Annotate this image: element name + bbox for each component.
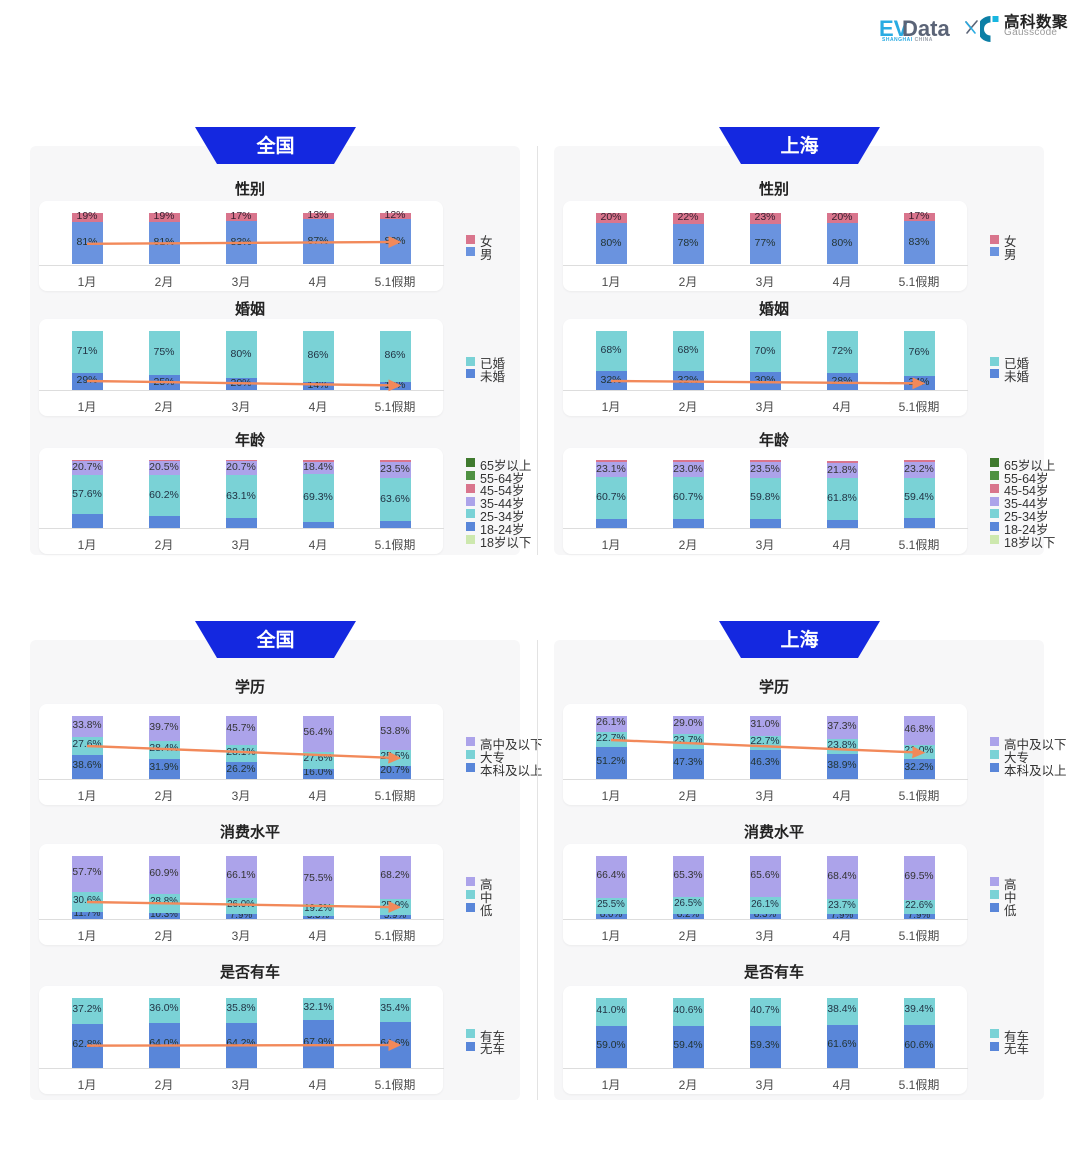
svg-text:全国: 全国 — [255, 134, 294, 157]
svg-text:全国: 全国 — [255, 628, 294, 651]
svg-text:上海: 上海 — [780, 134, 818, 157]
svg-text:上海: 上海 — [780, 628, 818, 651]
